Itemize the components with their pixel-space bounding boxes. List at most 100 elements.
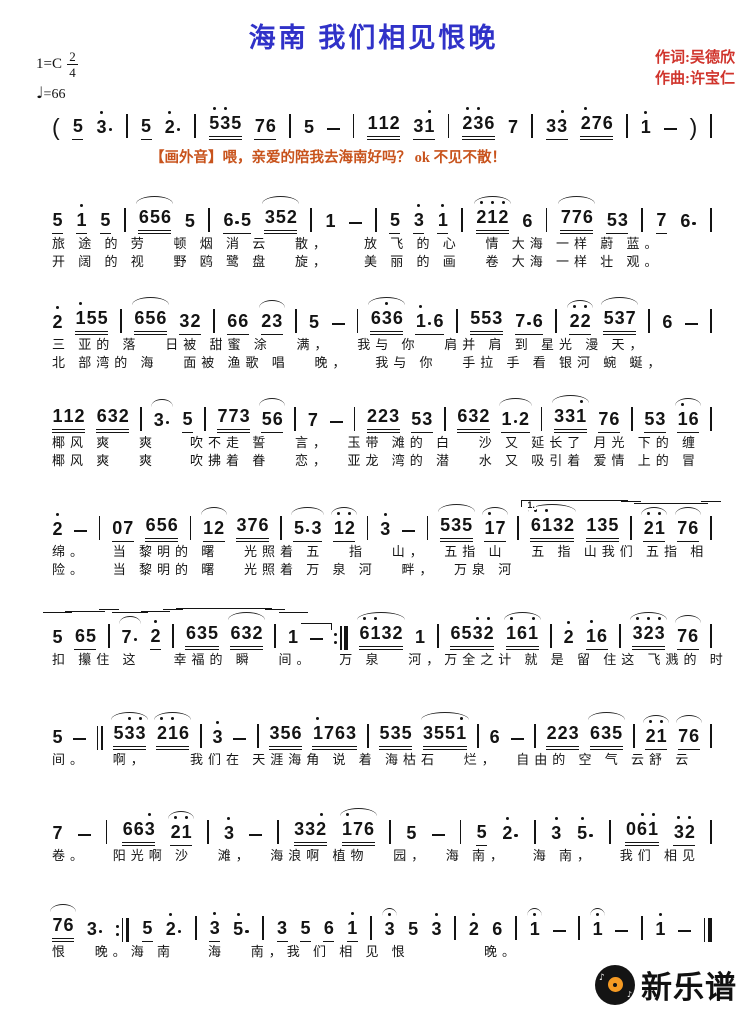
note-group: 5	[141, 918, 153, 942]
dash-extension	[678, 929, 692, 932]
dash-extension	[552, 929, 566, 932]
repeat-end-barline	[334, 626, 348, 650]
barline	[625, 114, 628, 138]
repeat-end-barline	[116, 918, 130, 942]
note-row: 2 0 7 6 5 6 1 2 3 7 6 5 3 1 2 3 5 3 5 1 7 6 1 3 2 1. 1 3 5 2 1 7 6	[52, 500, 720, 542]
barline	[189, 516, 192, 540]
quarter-note-icon: ♩	[36, 83, 44, 102]
note-group: 1	[590, 908, 606, 942]
note-group: 3	[431, 913, 442, 942]
barline	[555, 309, 558, 333]
lyricist-credit: 作词:吴德欣	[655, 50, 735, 66]
note-group: 6	[522, 211, 533, 231]
note-group: 5	[389, 210, 401, 234]
note-group: 2	[563, 621, 574, 650]
barline	[633, 724, 635, 748]
barline	[531, 114, 533, 138]
credits-block: 作词:吴德欣 作曲:许宝仁	[655, 48, 735, 90]
vinyl-record-icon: ♪ ♪	[595, 964, 635, 1005]
note-group: 2	[164, 111, 182, 140]
lyric-row: 旅 途 的 劳 顿 烟 消 云 散， 放 飞 的 心 情 大海 一样 蔚 蓝。	[52, 236, 663, 251]
song-title: 海南 我们相见恨晚	[248, 23, 499, 53]
note-group: 2	[52, 513, 63, 542]
note-group: 6	[323, 918, 335, 942]
composer-credit: 作曲:许宝仁	[655, 71, 735, 87]
barline	[549, 624, 552, 648]
barline	[622, 501, 640, 540]
barline	[578, 916, 580, 940]
note-group: 2	[165, 913, 183, 942]
music-note-icon: ♪	[626, 989, 632, 999]
note-group: 7	[112, 612, 147, 650]
barline	[208, 208, 211, 232]
barline	[455, 309, 458, 333]
dash-extension	[327, 127, 341, 130]
barline	[370, 916, 372, 940]
note-group: 1	[346, 912, 358, 942]
barline	[540, 407, 543, 431]
barline	[199, 724, 202, 748]
final-barline	[703, 918, 712, 942]
barline	[702, 501, 720, 540]
double-barline	[96, 726, 103, 750]
barline	[477, 724, 479, 748]
system-5: 2 0 7 6 5 6 1 2 3 7 6 5 3 1 2 3 5 3 5 1 7 6 1 3 2 1. 1 3 5 2 1 7 6 绵。 当 黎…	[52, 500, 720, 577]
time-signature: 2 4	[66, 50, 78, 79]
system-4: 1 1 2 6 3 2 3 5 7 7 3 5 6 7 2 2 3 5 3 6 3 2 1 2 3 3 1 7 6 5 3 1 6 椰风 爽 爽 …	[52, 393, 712, 468]
barline	[443, 407, 446, 431]
note-group: 1	[655, 913, 666, 942]
note-group: 3	[96, 111, 114, 140]
tempo-marking: ♩=66	[36, 83, 66, 102]
barline	[710, 407, 712, 431]
system-7: 5 5 3 3 2 1 6 3 3 5 6 1 7 6 3 5 3 5 3 5 5 1 6 2 2 3 6 3 5 2 1 7 6 间。 啊， 我…	[52, 710, 712, 768]
barline	[710, 724, 712, 748]
note-group: 3	[551, 817, 562, 846]
dash-extension	[249, 833, 263, 836]
dash-extension	[348, 221, 362, 224]
barline	[710, 624, 712, 648]
barline	[389, 820, 392, 844]
note-group: 3	[151, 399, 173, 433]
note-group: 5	[181, 409, 193, 433]
barline	[277, 820, 279, 844]
note-group: 5	[303, 117, 314, 137]
barline	[426, 516, 429, 540]
barline	[640, 916, 643, 940]
note-group: 5	[408, 919, 419, 939]
lyric-row: 扣 攥住 这 幸福的 瞬 间。 万 泉 河，万全之计 就 是 留 住这 飞溅的 …	[52, 652, 728, 667]
note-group: 5	[140, 116, 152, 140]
vinyl-hole	[613, 982, 617, 987]
